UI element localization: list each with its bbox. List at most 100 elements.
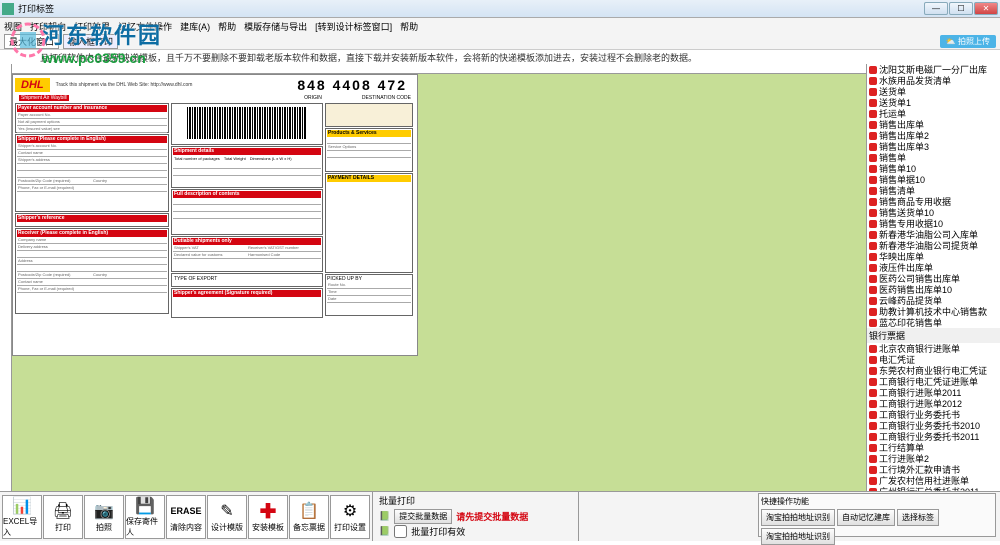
template-icon (869, 356, 877, 364)
notice-text: 且打印软件内含最新快递模板，且千万不要删除不要卸载老版本软件和数据，直接下载并安… (0, 50, 1000, 64)
app-icon (2, 3, 14, 15)
shipper-section: Shipper (Please complete in English) (17, 136, 167, 143)
tool-label: 清除内容 (170, 522, 202, 533)
template-icon (869, 367, 877, 375)
template-icon (869, 488, 877, 492)
template-icon (869, 433, 877, 441)
titlebar: 打印标签 — ☐ ✕ (0, 0, 1000, 18)
tool-清除内容[interactable]: ERASE清除内容 (166, 495, 206, 539)
canvas[interactable]: DHL Track this shipment via the DHL Web … (12, 64, 866, 491)
products-section: Products & Services (327, 130, 411, 137)
batch-title: 批量打印 (379, 494, 572, 507)
sidebar-item[interactable]: 蓝芯印花销售单 (867, 317, 1000, 328)
template-icon (869, 187, 877, 195)
batch-print-panel: 批量打印 📗 提交批量数据 请先提交批量数据 📗 批量打印有效 (373, 492, 579, 541)
export-type: TYPE OF EXPORT (173, 275, 321, 285)
tab-maximize[interactable]: 最大化窗口 (4, 34, 59, 49)
template-sidebar[interactable]: 沈阳艾斯电磁厂一分厂出库水族用品发货清单送货单送货单1托运单销售出库单销售出库单… (866, 64, 1000, 491)
template-icon (869, 275, 877, 283)
minimize-button[interactable]: — (924, 2, 948, 15)
batch-checkbox-label: 批量打印有效 (411, 525, 465, 538)
menu-item[interactable]: 打印效果 (74, 20, 110, 33)
tool-icon: 🖨 (52, 500, 74, 522)
tool-打印设置[interactable]: ⚙打印设置 (330, 495, 370, 539)
template-icon (869, 422, 877, 430)
template-icon (869, 477, 877, 485)
batch-enable-checkbox[interactable] (394, 525, 407, 538)
menu-item[interactable]: 帮助 (400, 20, 418, 33)
menubar: 视图 打印朝向 打印效果 记忆文件操作 建库(A) 帮助 模版存储与导出 [转到… (0, 18, 1000, 34)
select-label-button[interactable]: 选择标签 (897, 509, 939, 526)
template-icon (869, 132, 877, 140)
close-button[interactable]: ✕ (974, 2, 998, 15)
sidebar-category[interactable]: 银行票据 (867, 328, 1000, 343)
tool-拍照[interactable]: 📷拍照 (84, 495, 124, 539)
tool-安装模板[interactable]: ✚安装模板 (248, 495, 288, 539)
shipper-ref-section: Shipper's reference (17, 215, 167, 222)
template-icon (869, 444, 877, 452)
tool-备忘票据[interactable]: 📋备忘票据 (289, 495, 329, 539)
template-icon (869, 389, 877, 397)
menu-item[interactable]: 帮助 (218, 20, 236, 33)
template-icon (869, 286, 877, 294)
menu-item[interactable]: [转到设计标签窗口] (315, 20, 392, 33)
template-icon (869, 88, 877, 96)
dhl-logo: DHL (15, 78, 50, 92)
template-icon (869, 455, 877, 463)
full-desc-section: Full description of contents (173, 191, 321, 198)
template-icon (869, 121, 877, 129)
dhl-form[interactable]: DHL Track this shipment via the DHL Web … (12, 74, 418, 356)
template-icon (869, 319, 877, 327)
waybill-label: Shipment Air Waybill (19, 95, 69, 101)
tool-打印[interactable]: 🖨打印 (43, 495, 83, 539)
payer-section: Payer account number and insurance (17, 105, 167, 112)
tool-icon: ⚙ (339, 500, 361, 522)
tool-设计模版[interactable]: ✎设计模版 (207, 495, 247, 539)
tool-label: 拍照 (96, 522, 112, 533)
menu-item[interactable]: 视图 (4, 20, 22, 33)
template-icon (869, 66, 877, 74)
tool-icon: 💾 (134, 496, 156, 516)
vertical-ruler (0, 64, 12, 491)
waybill-number: 848 4408 472 (297, 77, 407, 93)
tool-保存寄件人[interactable]: 💾保存寄件人 (125, 495, 165, 539)
taobao-addr-button-2[interactable]: 淘宝拍拍地址识别 (761, 528, 835, 545)
tool-label: 安装模板 (252, 522, 284, 533)
template-icon (869, 297, 877, 305)
menu-item[interactable]: 打印朝向 (30, 20, 66, 33)
template-icon (869, 378, 877, 386)
sidebar-item-label: 蓝芯印花销售单 (879, 316, 942, 329)
tool-label: 设计模版 (211, 522, 243, 533)
payment-section: PAYMENT DETAILS (327, 175, 411, 182)
template-icon (869, 176, 877, 184)
template-icon (869, 400, 877, 408)
upload-photo-button[interactable]: ⛅ 拍照上传 (940, 35, 996, 48)
template-icon (869, 345, 877, 353)
sidebar-item-label: 广州银行汇兑委托书2011 (879, 485, 979, 491)
template-icon (869, 198, 877, 206)
submit-batch-button[interactable]: 提交批量数据 (394, 509, 452, 524)
sidebar-item[interactable]: 广州银行汇兑委托书2011 (867, 486, 1000, 491)
template-icon (869, 110, 877, 118)
tool-icon: 📋 (298, 500, 320, 522)
tool-label: EXCEL导入 (3, 516, 41, 538)
auto-memory-button[interactable]: 自动记忆建库 (837, 509, 895, 526)
tool-label: 打印 (55, 522, 71, 533)
template-icon (869, 466, 877, 474)
template-icon (869, 209, 877, 217)
taobao-addr-button[interactable]: 淘宝拍拍地址识别 (761, 509, 835, 526)
template-icon (869, 308, 877, 316)
agreement-section: Shipper's agreement (Signature required) (173, 290, 321, 297)
tool-label: 备忘票据 (293, 522, 325, 533)
dhl-site-text: Track this shipment via the DHL Web Site… (56, 82, 193, 88)
menu-item[interactable]: 模版存储与导出 (244, 20, 307, 33)
tool-EXCEL导入[interactable]: 📊EXCEL导入 (2, 495, 42, 539)
tab-toolbar: 最大化窗口 输入框打印 ⛅ 拍照上传 (0, 34, 1000, 50)
menu-item[interactable]: 记忆文件操作 (118, 20, 172, 33)
tool-icon: 📊 (11, 496, 33, 516)
menu-item[interactable]: 建库(A) (180, 20, 210, 33)
dutiable-section: Dutiable shipments only (173, 238, 321, 245)
template-icon (869, 264, 877, 272)
maximize-button[interactable]: ☐ (949, 2, 973, 15)
tab-inputprint[interactable]: 输入框打印 (63, 34, 118, 49)
